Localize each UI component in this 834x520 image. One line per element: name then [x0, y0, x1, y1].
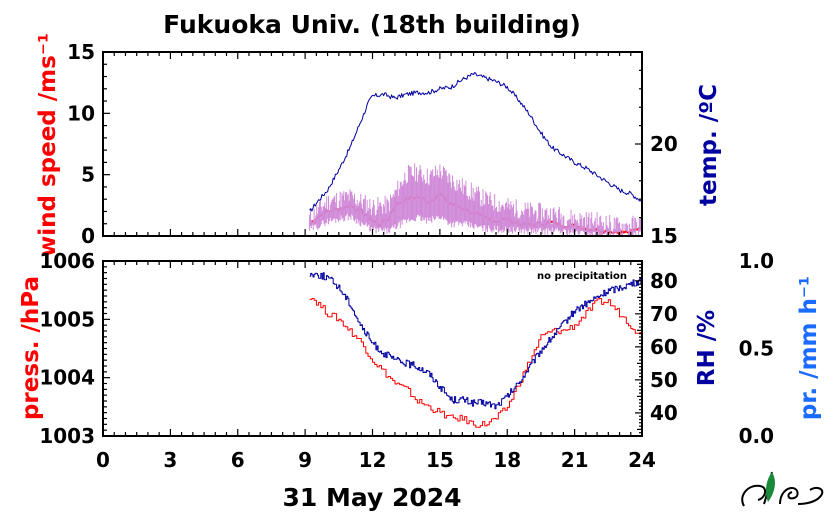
- precip-axis-label: pr. /mm h⁻¹: [796, 276, 822, 420]
- x-tick-label: 9: [298, 448, 312, 472]
- y-tick-label-left: 1004: [39, 366, 95, 390]
- y-tick-label-right: 70: [650, 302, 678, 326]
- y-tick-label-left: 1006: [39, 249, 95, 273]
- x-tick-label: 12: [359, 448, 387, 472]
- x-tick-label: 6: [231, 448, 245, 472]
- rh-axis-label: RH /%: [694, 310, 720, 386]
- y-tick-label-right: 50: [650, 368, 678, 392]
- temp-line: [309, 72, 643, 212]
- x-tick-label: 18: [493, 448, 521, 472]
- y-tick-label-right: 80: [650, 269, 678, 293]
- press-axis-label: press. /hPa: [18, 276, 44, 420]
- x-tick-label: 24: [628, 448, 656, 472]
- precip-tick-label: 0.0: [739, 424, 774, 448]
- y-tick-label-left: 1003: [39, 424, 95, 448]
- chart-title: Fukuoka Univ. (18th building): [163, 10, 581, 39]
- x-tick-label: 15: [426, 448, 454, 472]
- y-tick-label-left: 5: [81, 163, 95, 187]
- wind-raw-series: [309, 163, 642, 236]
- logo-icon: [741, 471, 824, 507]
- precip-tick-label: 1.0: [739, 249, 774, 273]
- y-tick-label-right: 40: [650, 401, 678, 425]
- temp-axis-label: temp. /ºC: [696, 84, 722, 206]
- y-tick-label-left: 10: [67, 101, 95, 125]
- y-tick-label-right: 20: [650, 132, 678, 156]
- y-tick-label-left: 1005: [39, 307, 95, 331]
- y-tick-label-left: 0: [81, 224, 95, 248]
- x-tick-label: 0: [96, 448, 110, 472]
- y-tick-label-right: 15: [650, 224, 678, 248]
- x-tick-label: 21: [561, 448, 589, 472]
- lower-panel-frame: [102, 260, 643, 437]
- rh-line: [309, 272, 643, 410]
- no-precip-annotation: no precipitation: [537, 271, 627, 282]
- precip-tick-label: 0.5: [739, 337, 774, 361]
- wind-axis-label: wind speed /ms⁻¹: [35, 33, 61, 257]
- y-tick-label-right: 60: [650, 335, 678, 359]
- date-label: 31 May 2024: [282, 483, 461, 512]
- pressure-line: [309, 298, 643, 428]
- y-tick-label-left: 15: [67, 40, 95, 64]
- x-tick-label: 3: [163, 448, 177, 472]
